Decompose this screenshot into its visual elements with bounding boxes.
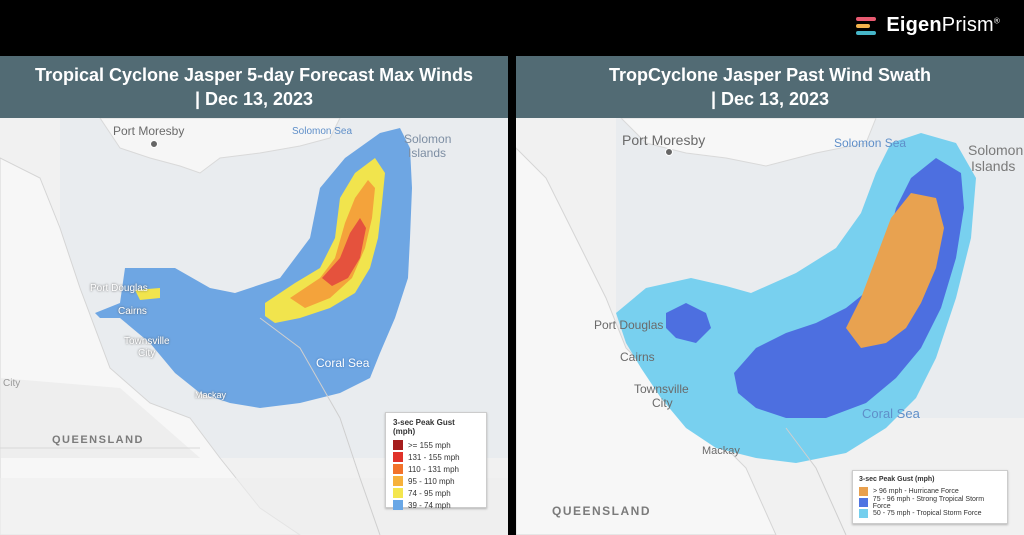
label-port-douglas: Port Douglas — [90, 283, 148, 294]
label-solomon-islands-1: Solomon — [404, 132, 452, 146]
swath-legend: 3-sec Peak Gust (mph) > 96 mph - Hurrica… — [852, 470, 1008, 524]
legend-title: 3-sec Peak Gust (mph) — [859, 476, 935, 483]
legend-title: 3-sec Peak Gust (mph) — [393, 418, 455, 436]
forecast-map[interactable]: Port Moresby Solomon Sea Solomon Islands… — [0, 118, 508, 535]
label-queensland: QUEENSLAND — [552, 504, 652, 518]
label-townsville: Townsville — [124, 336, 170, 347]
legend-item-155-plus: >= 155 mph — [393, 439, 479, 451]
label-townsville: Townsville — [634, 382, 689, 396]
wind-swath-map[interactable]: Port Moresby Solomon Sea Solomon Islands… — [516, 118, 1024, 535]
legend-item-95-110: 95 - 110 mph — [393, 475, 479, 487]
forecast-map-graphic — [0, 118, 508, 535]
label-queensland: QUEENSLAND — [52, 434, 145, 446]
forecast-panel-title: Tropical Cyclone Jasper 5-day Forecast M… — [0, 56, 508, 118]
forecast-panel: Tropical Cyclone Jasper 5-day Forecast M… — [0, 56, 508, 535]
forecast-legend: 3-sec Peak Gust (mph) >= 155 mph 131 - 1… — [385, 412, 487, 511]
top-bar: EigenPrism® — [0, 0, 1024, 54]
label-solomon-sea: Solomon Sea — [292, 126, 353, 137]
eigenprism-logo-icon — [856, 15, 880, 37]
legend-item-hurricane-force: > 96 mph - Hurricane Force — [859, 486, 1001, 497]
port-moresby-marker-icon — [665, 148, 673, 156]
port-moresby-marker-icon — [150, 140, 158, 148]
label-townsville-city: City — [138, 348, 156, 359]
label-solomon-sea: Solomon Sea — [834, 136, 907, 150]
label-mackay: Mackay — [195, 390, 227, 400]
label-mackay: Mackay — [702, 445, 740, 457]
label-cairns: Cairns — [118, 306, 147, 317]
label-port-moresby: Port Moresby — [622, 132, 706, 148]
label-solomon-islands-2: Islands — [971, 158, 1016, 174]
label-port-douglas: Port Douglas — [594, 318, 664, 332]
legend-item-131-155: 131 - 155 mph — [393, 451, 479, 463]
label-coral-sea: Coral Sea — [862, 406, 920, 421]
wind-swath-panel-title: TropCyclone Jasper Past Wind Swath | Dec… — [516, 56, 1024, 118]
label-city: City — [3, 378, 21, 389]
label-coral-sea: Coral Sea — [316, 356, 370, 370]
legend-item-74-95: 74 - 95 mph — [393, 487, 479, 499]
label-solomon-islands-2: Islands — [408, 146, 447, 160]
label-port-moresby: Port Moresby — [113, 124, 185, 138]
brand-logo: EigenPrism® — [856, 14, 1000, 37]
wind-swath-map-graphic — [516, 118, 1024, 535]
legend-item-tropical-storm-force: 50 - 75 mph - Tropical Storm Force — [859, 508, 1001, 519]
wind-swath-panel: TropCyclone Jasper Past Wind Swath | Dec… — [516, 56, 1024, 535]
legend-item-110-131: 110 - 131 mph — [393, 463, 479, 475]
label-townsville-city: City — [652, 396, 673, 410]
label-cairns: Cairns — [620, 350, 655, 364]
legend-item-strong-tropical-storm-force: 75 - 96 mph - Strong Tropical Storm Forc… — [859, 496, 1001, 510]
label-solomon-islands-1: Solomon — [968, 142, 1024, 158]
legend-item-39-74: 39 - 74 mph — [393, 499, 479, 511]
brand-name: EigenPrism® — [886, 14, 1000, 36]
